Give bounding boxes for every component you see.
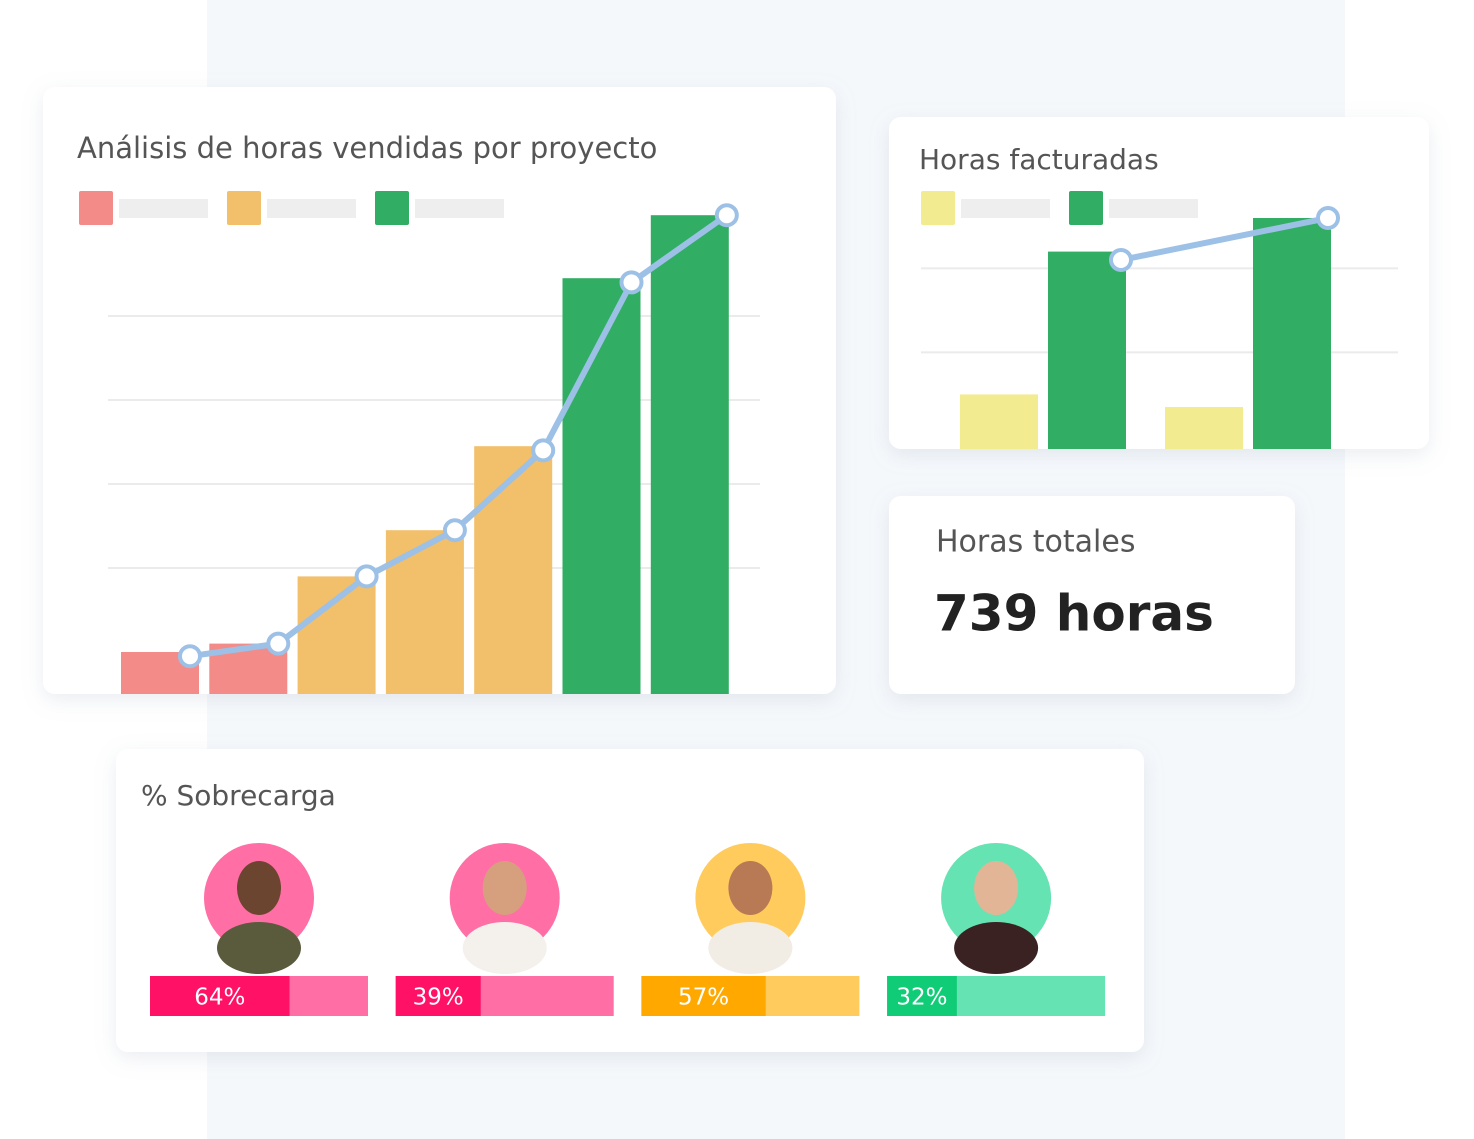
legend-placeholder bbox=[1109, 199, 1198, 218]
bar bbox=[960, 394, 1038, 449]
bar bbox=[562, 278, 641, 694]
bar bbox=[1253, 218, 1331, 449]
progress-label: 57% bbox=[678, 985, 729, 1011]
line-point bbox=[714, 203, 739, 228]
legend-swatch bbox=[1069, 191, 1103, 225]
card-title: % Sobrecarga bbox=[141, 779, 336, 812]
bar bbox=[474, 446, 553, 694]
avatar-body bbox=[462, 922, 547, 974]
line-point bbox=[178, 644, 202, 669]
bar bbox=[650, 215, 729, 694]
line bbox=[1120, 215, 1329, 263]
progress-fill bbox=[641, 976, 766, 1016]
progress-fill bbox=[887, 976, 957, 1016]
progress-label: 39% bbox=[413, 985, 464, 1011]
legend-placeholder bbox=[961, 199, 1050, 218]
card-title: Análisis de horas vendidas por proyecto bbox=[77, 131, 657, 165]
line-point bbox=[1109, 248, 1133, 272]
bar bbox=[1048, 251, 1126, 449]
legend-swatch bbox=[227, 191, 261, 225]
card bbox=[116, 749, 1144, 1052]
avatar-body bbox=[954, 922, 1039, 974]
progress-fill bbox=[150, 976, 290, 1016]
avatar-head bbox=[728, 861, 773, 915]
card bbox=[889, 496, 1295, 694]
avatar-body bbox=[708, 922, 793, 974]
bar bbox=[1165, 407, 1243, 449]
line-point bbox=[442, 518, 467, 543]
chart-1 bbox=[79, 191, 760, 694]
line-point bbox=[354, 564, 379, 589]
avatar-body bbox=[217, 922, 301, 974]
legend-swatch bbox=[79, 191, 113, 225]
card-title: Horas totales bbox=[936, 525, 1135, 560]
progress-label: 32% bbox=[896, 985, 947, 1011]
avatar-head bbox=[482, 861, 527, 915]
line-point bbox=[531, 438, 556, 463]
legend-swatch bbox=[375, 191, 409, 225]
bar bbox=[385, 530, 464, 694]
overload: 64% 39% 57% 32% bbox=[150, 843, 1106, 1016]
line-point bbox=[266, 631, 291, 656]
bar bbox=[297, 576, 376, 694]
line-point bbox=[619, 270, 644, 295]
card-title: Horas facturadas bbox=[919, 143, 1159, 176]
chart-2 bbox=[921, 191, 1398, 449]
legend-placeholder bbox=[119, 199, 208, 218]
avatar-head bbox=[237, 861, 281, 915]
legend-placeholder bbox=[415, 199, 504, 218]
legend-placeholder bbox=[267, 199, 356, 218]
line-point bbox=[1316, 206, 1340, 230]
progress-label: 64% bbox=[194, 985, 245, 1011]
progress-fill bbox=[395, 976, 481, 1016]
legend-swatch bbox=[921, 191, 955, 225]
total-value: 739 horas bbox=[934, 585, 1214, 643]
avatar-head bbox=[974, 861, 1019, 915]
